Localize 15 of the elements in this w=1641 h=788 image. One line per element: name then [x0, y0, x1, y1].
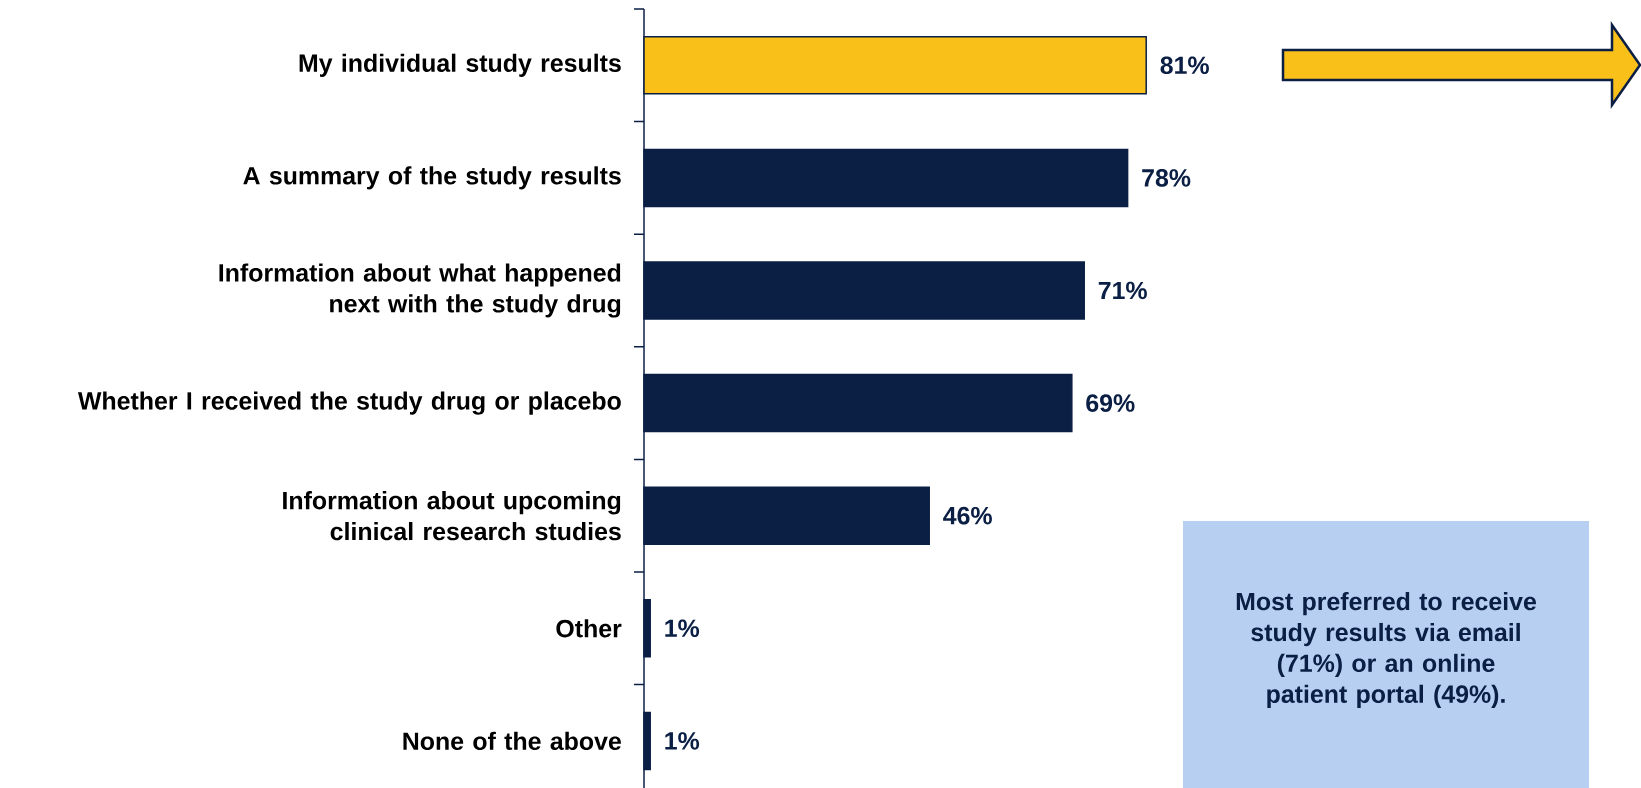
data-label: 1% — [665, 732, 700, 750]
y-tick-label: None of the above — [403, 731, 621, 751]
data-label: 46% — [943, 506, 992, 525]
data-label: 1% — [665, 619, 700, 638]
y-tick-label: A summary of the study results — [243, 166, 621, 190]
y-tick-label: My individual study results — [299, 53, 621, 77]
data-label: 78% — [1142, 169, 1191, 187]
y-tick-label: Other — [556, 619, 622, 638]
y-tick-label: Whether I received the study drug or placebo — [77, 391, 621, 415]
data-label: 71% — [1098, 281, 1147, 300]
y-tick-label: Information about upcoming clinical research studies — [283, 491, 621, 541]
data-label: 81% — [1160, 56, 1209, 75]
data-label: 69% — [1086, 394, 1135, 412]
y-tick-label: Information about what happened next with the study drug — [219, 263, 621, 318]
text: Most preferred to receive study results via email (71%) or an online patient portal (49%). — [1236, 592, 1536, 708]
